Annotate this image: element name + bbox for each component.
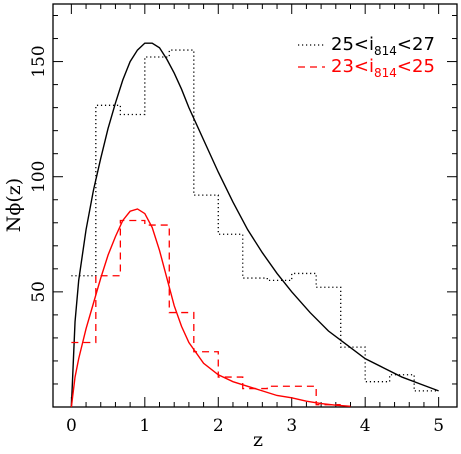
model-curve-25-i814-27-model — [70, 42, 439, 408]
legend-entry-label: 23<i814<25 — [331, 56, 435, 80]
x-tick-label: 0 — [66, 416, 77, 436]
legend-entry-label: 25<i814<27 — [331, 34, 435, 58]
plot-frame — [52, 3, 458, 408]
x-tick-label: 3 — [286, 416, 297, 436]
y-tick-labels: 50 100 150 — [29, 45, 49, 302]
x-tick-labels: 0 1 2 3 4 5 — [66, 416, 444, 436]
x-axis-label: z — [253, 429, 263, 451]
series-layer — [70, 42, 439, 408]
model-curve-23-i814-25-model — [70, 208, 351, 408]
y-tick-label: 150 — [29, 45, 49, 77]
y-axis-label: Nϕ(z) — [3, 178, 25, 232]
histogram-25-i814-27 — [71, 49, 439, 392]
x-tick-label: 4 — [360, 416, 371, 436]
histogram-23-i814-25 — [71, 219, 341, 406]
x-tick-label: 2 — [213, 416, 224, 436]
y-tick-label: 100 — [29, 160, 49, 192]
x-tick-label: 1 — [139, 416, 150, 436]
y-tick-label: 50 — [29, 281, 49, 303]
x-tick-label: 5 — [433, 416, 444, 436]
